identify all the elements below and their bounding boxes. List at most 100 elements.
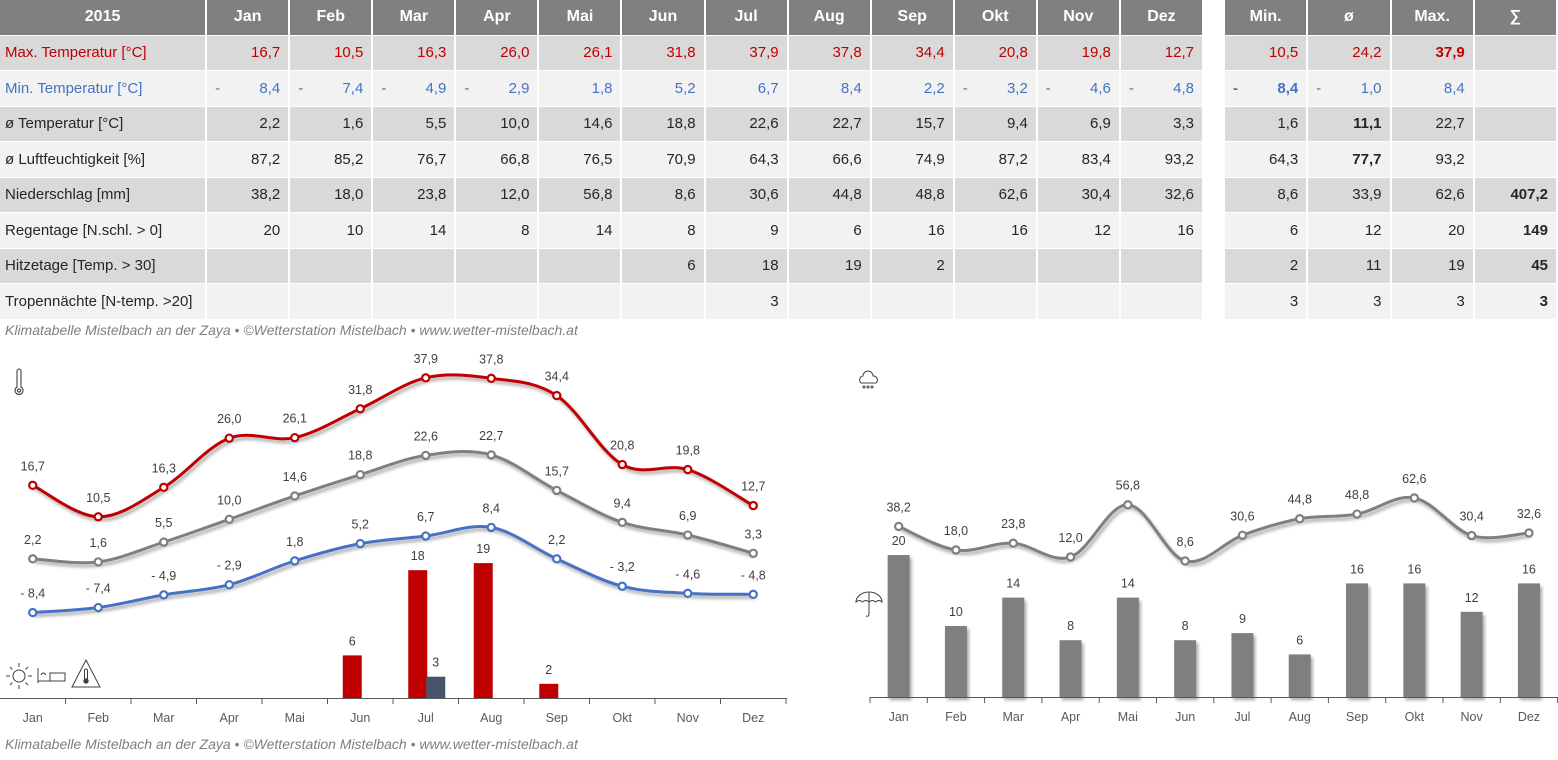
stats-cell: 3 — [1391, 284, 1475, 320]
point-data-label: 5,2 — [352, 518, 369, 532]
bar — [342, 655, 362, 698]
table-cell: 2 — [871, 248, 955, 284]
data-point — [421, 373, 431, 383]
table-cell: 19 — [788, 248, 872, 284]
table-cell — [207, 284, 291, 320]
data-point — [1409, 493, 1420, 503]
point-data-label: 22,7 — [479, 429, 503, 443]
table-cell: 14 — [373, 213, 457, 249]
stats-cell: 77,7 — [1308, 142, 1392, 178]
month-header: Feb — [290, 0, 374, 36]
point-data-label: - 7,4 — [86, 582, 111, 596]
table-cell: 12 — [1037, 213, 1121, 249]
point-data-label: 34,4 — [545, 370, 569, 384]
minus-sign: - — [1316, 79, 1322, 97]
bar — [1517, 583, 1540, 697]
minus-sign: - — [1233, 79, 1238, 97]
table-cell: 66,8 — [456, 142, 540, 178]
point-data-label: 48,8 — [1345, 488, 1369, 502]
data-point — [951, 545, 961, 555]
stats-cell: 93,2 — [1391, 142, 1475, 178]
point-data-label: 10,0 — [217, 493, 241, 507]
data-point — [1466, 530, 1477, 541]
table-cell — [456, 248, 540, 284]
table-cell: 74,9 — [871, 142, 955, 178]
table-cell: - 4,8 — [1120, 71, 1204, 107]
point-data-label: 56,8 — [1116, 479, 1140, 493]
table-cell — [1120, 248, 1204, 284]
row-label: Regentage [N.schl. > 0] — [0, 213, 208, 249]
climate-table: 2015 Jan Feb Mar Apr Mai Jun Jul Aug Sep Okt Nov Dez… — [0, 0, 1204, 320]
table-cell: 34,4 — [871, 35, 955, 71]
x-tick-label: Dez — [742, 711, 764, 725]
point-data-label: 1,6 — [90, 536, 107, 550]
table-cell: 70,9 — [622, 142, 706, 178]
month-header: Okt — [954, 0, 1038, 36]
table-cell: 32,6 — [1120, 177, 1204, 213]
bar-data-label: 16 — [1522, 562, 1536, 576]
stats-cell: 3 — [1225, 284, 1309, 320]
stats-cell: 1,6 — [1225, 106, 1309, 142]
stats-cell: 6 — [1225, 213, 1309, 249]
table-cell — [1037, 284, 1121, 320]
bar — [1346, 583, 1369, 697]
point-data-label: 2,2 — [548, 533, 565, 547]
x-tick-label: Okt — [613, 711, 633, 725]
stats-row: 10,5 24,2 37,9 — [1225, 35, 1558, 71]
series-line — [32, 525, 754, 615]
stats-cell: 45 — [1474, 248, 1558, 284]
cell-value: 7,4 — [342, 79, 364, 97]
data-point — [224, 514, 234, 525]
data-point — [486, 450, 496, 460]
table-cell: 2,2 — [871, 71, 955, 107]
stats-cell: 2 — [1225, 248, 1309, 284]
point-data-label: 26,1 — [283, 412, 307, 426]
data-point — [159, 482, 169, 493]
bar — [1403, 583, 1426, 697]
table-cell: 5,5 — [373, 106, 457, 142]
table-cell: 8 — [456, 213, 540, 249]
table-cell: 12,7 — [1120, 35, 1204, 71]
table-cell: 44,8 — [788, 177, 872, 213]
data-point — [552, 390, 562, 401]
bar-data-label: 20 — [892, 534, 906, 548]
x-tick-label: Aug — [480, 711, 502, 725]
month-header: Dez — [1120, 0, 1204, 36]
table-row: ø Temperatur [°C] 2,2 1,6 5,5 10,0 14,6 18,8 22… — [0, 106, 1204, 142]
point-data-label: 31,8 — [348, 383, 372, 397]
table-cell: 10,0 — [456, 106, 540, 142]
data-point — [93, 512, 103, 522]
data-point — [1352, 509, 1362, 519]
bar-data-label: 16 — [1407, 562, 1421, 576]
bar-data-label: 8 — [1182, 619, 1189, 633]
table-cell: 8 — [622, 213, 706, 249]
x-tick-label: Jun — [350, 711, 370, 725]
stats-header: ∑ — [1474, 0, 1558, 36]
data-point — [1065, 552, 1076, 562]
umbrella-icon — [855, 591, 883, 617]
point-data-label: 26,0 — [217, 412, 241, 426]
rain-cloud-icon — [859, 370, 878, 389]
table-cell: 30,6 — [705, 177, 789, 213]
table-cell — [373, 248, 457, 284]
month-header: Apr — [456, 0, 540, 36]
bar-data-label: 6 — [1296, 633, 1303, 647]
table-cell: 93,2 — [1120, 142, 1204, 178]
table-cell: - 3,2 — [954, 71, 1038, 107]
data-point — [486, 373, 496, 384]
x-tick-label: Feb — [945, 710, 967, 724]
bar — [1002, 597, 1025, 697]
x-tick-label: Nov — [1461, 710, 1484, 724]
x-tick-label: Dez — [1518, 710, 1540, 724]
data-point — [552, 485, 562, 496]
data-point — [290, 432, 300, 443]
x-tick-label: Jan — [889, 710, 909, 724]
data-point — [290, 491, 300, 501]
point-data-label: 32,6 — [1517, 507, 1541, 521]
bar — [473, 563, 493, 698]
point-data-label: 5,5 — [155, 516, 172, 530]
cell-value: 8,4 — [259, 79, 281, 97]
table-cell: 87,2 — [954, 142, 1038, 178]
stats-header: ø — [1308, 0, 1392, 36]
bar-data-label: 6 — [349, 634, 356, 648]
